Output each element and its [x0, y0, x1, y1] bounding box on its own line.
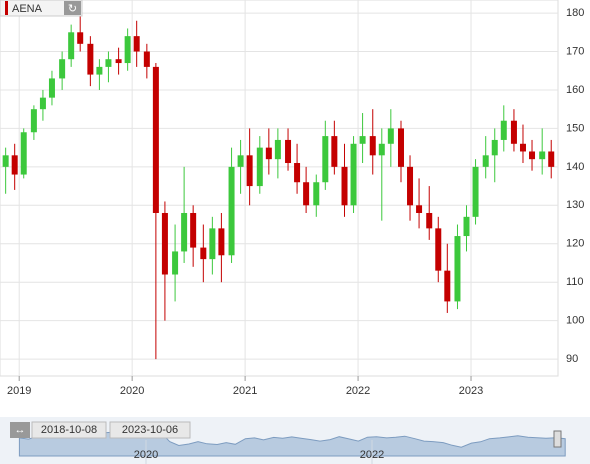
y-tick-label: 90	[566, 353, 578, 365]
x-tick-label: 2021	[233, 385, 257, 397]
candle-body	[426, 212, 433, 229]
candle-body	[285, 139, 292, 164]
refresh-button[interactable]	[64, 1, 81, 15]
candle-body	[548, 151, 555, 167]
navigator-handle[interactable]	[553, 430, 562, 448]
y-tick-label: 100	[566, 315, 584, 327]
start-date[interactable]: 2018-10-08	[41, 424, 97, 436]
y-tick-label: 120	[566, 238, 584, 250]
candle-body	[68, 32, 75, 60]
candle-body	[539, 151, 546, 160]
candle-body	[143, 51, 150, 67]
candle-body	[303, 182, 310, 206]
candle-body	[444, 270, 451, 302]
candle-body	[256, 147, 263, 187]
candle-body	[133, 36, 140, 52]
candle-body	[209, 228, 216, 260]
candle-body	[331, 136, 338, 167]
candle-body	[491, 139, 498, 156]
candle-body	[359, 136, 366, 144]
candle-body	[87, 43, 94, 75]
candle-body	[435, 228, 442, 271]
candle-body	[172, 251, 179, 275]
y-tick-label: 170	[566, 45, 584, 57]
candle-body	[274, 139, 281, 160]
candle-body	[397, 128, 404, 167]
candle-body	[387, 128, 394, 144]
candle-body	[2, 155, 9, 167]
candle-body	[341, 166, 348, 206]
y-tick-label: 150	[566, 122, 584, 134]
candle-body	[59, 59, 66, 79]
x-tick-label: 2022	[346, 385, 370, 397]
candle-body	[322, 136, 329, 183]
candle-body	[519, 143, 526, 152]
candle-body	[105, 59, 112, 67]
ticker-label: AENA	[12, 3, 43, 15]
x-tick-label: 2019	[7, 385, 31, 397]
candle-body	[77, 32, 84, 44]
candle-body	[472, 166, 479, 217]
candle-body	[115, 59, 122, 64]
x-tick-label: 2023	[459, 385, 483, 397]
y-tick-label: 130	[566, 199, 584, 211]
candle-body	[313, 182, 320, 206]
candle-body	[30, 109, 37, 133]
candle-body	[190, 212, 197, 248]
start-date-box[interactable]	[31, 421, 107, 439]
candle-body	[228, 166, 235, 256]
candle-body	[48, 78, 55, 98]
candle-body	[454, 236, 461, 302]
candle-body	[200, 247, 207, 260]
candle-body	[161, 212, 168, 275]
candle-body	[181, 212, 188, 252]
candle-body	[39, 97, 46, 110]
candle-body	[463, 216, 470, 237]
candle-body	[529, 151, 536, 160]
candle-body	[20, 132, 27, 175]
candle-body	[152, 66, 159, 213]
candle-body	[265, 147, 272, 160]
x-tick-label: 2020	[120, 385, 144, 397]
end-date-box[interactable]	[109, 421, 191, 439]
candle-body	[500, 120, 507, 140]
candle-body	[369, 136, 376, 156]
ticker-box	[0, 0, 83, 17]
y-tick-label: 180	[566, 7, 584, 19]
range-button[interactable]	[10, 422, 30, 438]
navigator-tick-label: 2022	[360, 449, 384, 461]
navigator-tick-label: 2020	[134, 449, 158, 461]
candle-body	[510, 120, 517, 144]
y-tick-label: 140	[566, 161, 584, 173]
candle-body	[350, 143, 357, 206]
end-date[interactable]: 2023-10-06	[122, 424, 178, 436]
candle-body	[96, 66, 103, 75]
range-icon[interactable]: ↔	[15, 424, 26, 436]
candle-body	[124, 36, 131, 64]
candle-body	[294, 163, 301, 183]
candle-body	[237, 155, 244, 167]
refresh-icon[interactable]: ↻	[68, 3, 77, 15]
y-tick-label: 110	[566, 276, 584, 288]
candle-body	[11, 155, 18, 175]
candle-body	[246, 155, 253, 187]
y-tick-label: 160	[566, 84, 584, 96]
candle-body	[482, 155, 489, 167]
candle-body	[378, 143, 385, 156]
candle-body	[407, 166, 414, 206]
ticker-flag	[5, 1, 8, 15]
candle-body	[218, 228, 225, 256]
candle-body	[416, 205, 423, 213]
